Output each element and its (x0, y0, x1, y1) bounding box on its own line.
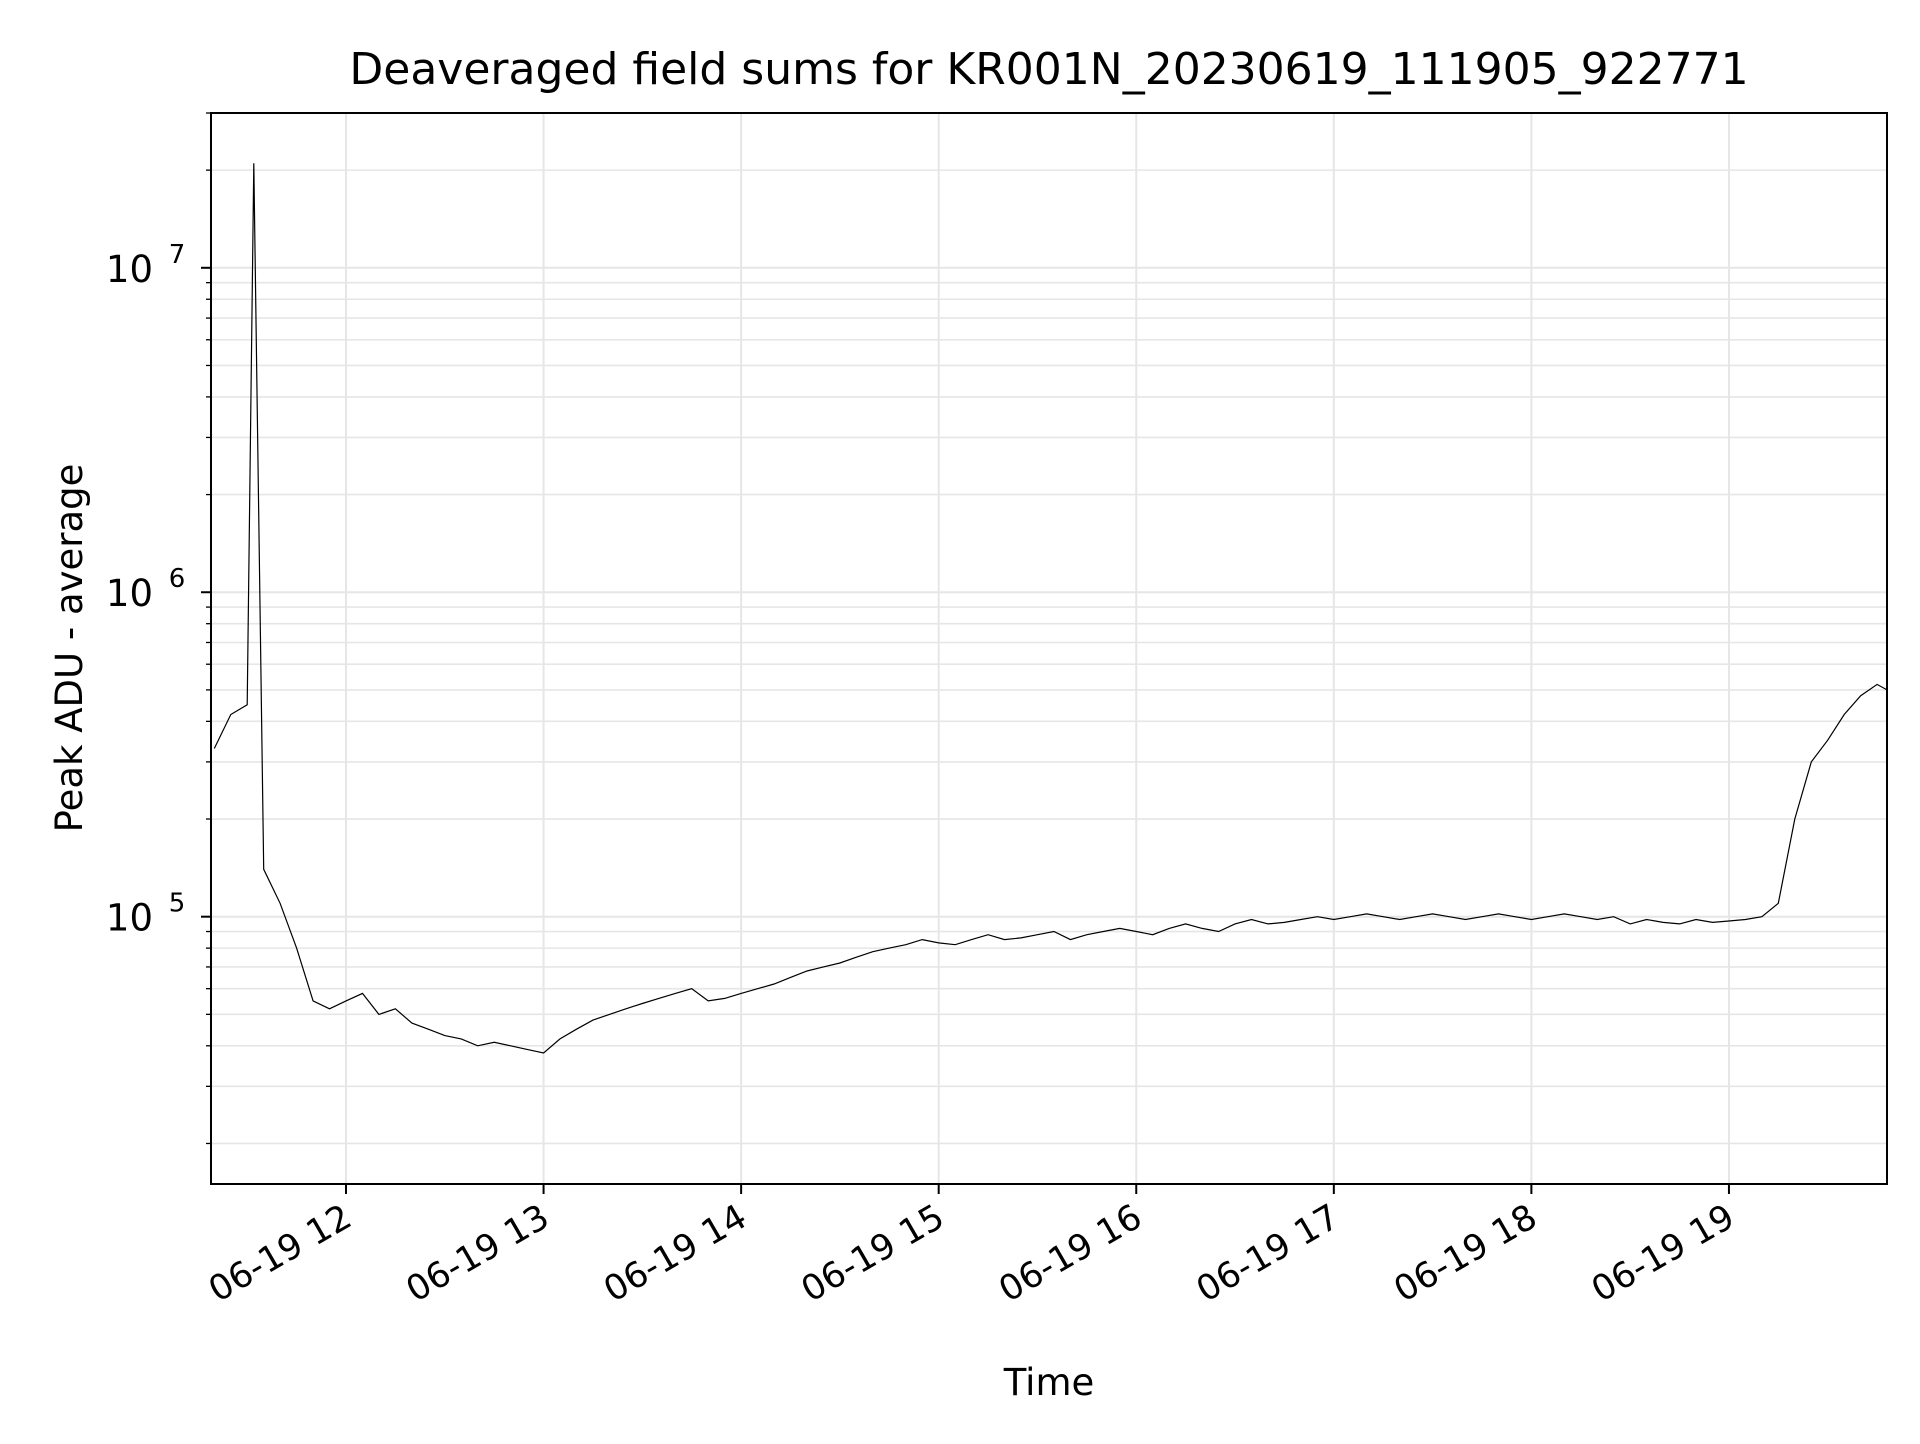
y-tick-label: 10 (106, 572, 153, 615)
x-axis-label: Time (1003, 1361, 1095, 1404)
y-axis-label: Peak ADU - average (48, 464, 91, 833)
y-tick-label: 10 (106, 248, 153, 291)
plot-frame (210, 112, 1888, 1185)
chart-title: Deaveraged field sums for KR001N_2023061… (349, 44, 1748, 95)
y-tick-label: 10 (106, 897, 153, 940)
y-tick-label-exponent: 7 (169, 240, 186, 270)
series-line (213, 163, 1888, 1054)
y-tick-label-exponent: 6 (169, 564, 186, 594)
y-tick-label-exponent: 5 (169, 889, 186, 919)
plot-area (213, 163, 1888, 1054)
